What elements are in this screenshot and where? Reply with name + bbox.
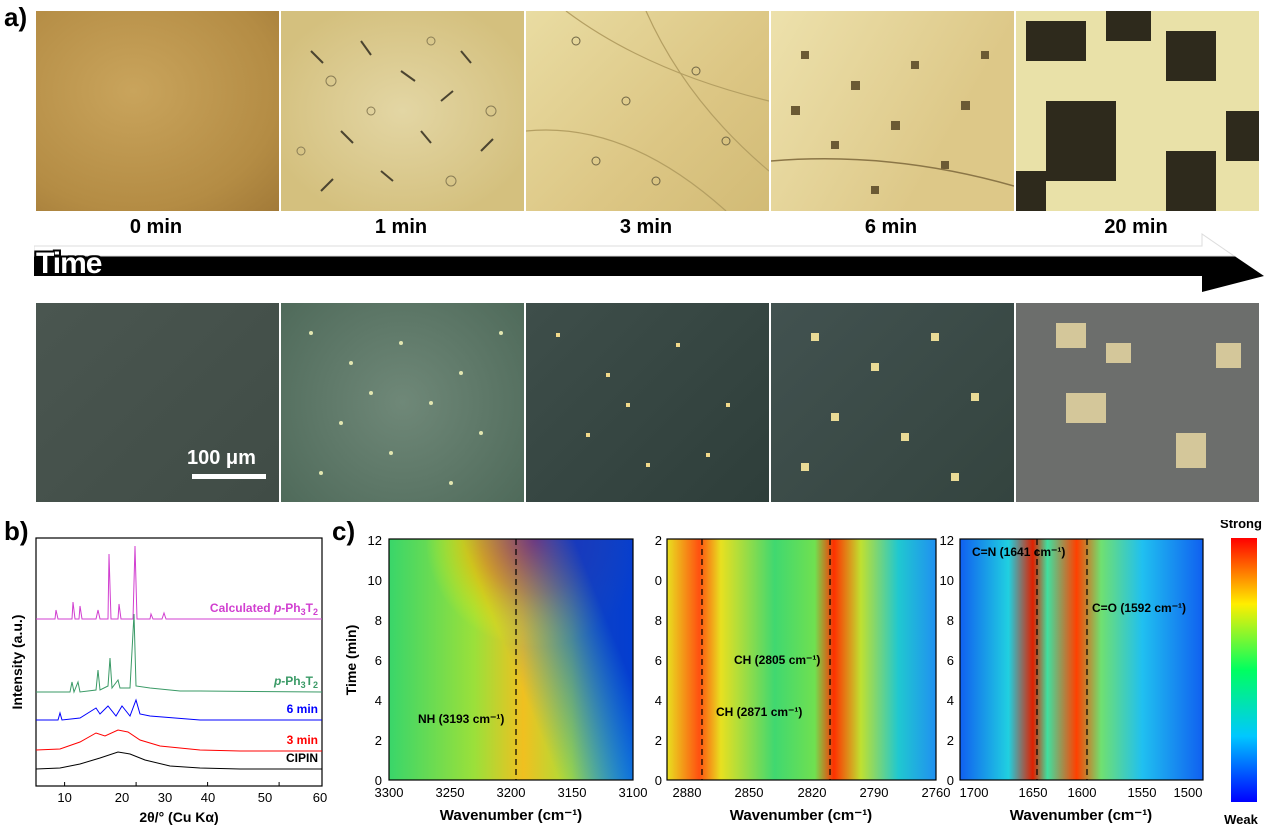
xrd-label-3min: 3 min (287, 733, 318, 747)
xrd-xtick-60: 60 (313, 790, 327, 805)
micrograph-0min-polarized (36, 303, 279, 502)
panel-c-letter: c) (332, 516, 356, 546)
ir1-ytick-4: 4 (375, 693, 382, 708)
time-arrow (34, 233, 1264, 292)
ir3-xtick-2: 1600 (1068, 785, 1097, 800)
xrd-trace-cipin (35, 751, 322, 770)
ir2-xtick-0: 2880 (673, 785, 702, 800)
ir2-ytick-4: 4 (655, 693, 662, 708)
ir2-ytick-2: 2 (655, 733, 662, 748)
xrd-trace-p-ph3t2 (36, 613, 323, 694)
ir2-ytick-8: 8 (655, 613, 662, 628)
ir-subplot-cn-co: C=N (1641 cm⁻¹) C=O (1592 cm⁻¹) 0 2 4 6 … (940, 533, 1204, 824)
xrd-label-p-ph3t2: p-Ph3T2 (273, 674, 318, 690)
ir-contour-plots: NH (3193 cm⁻¹) 0 2 4 6 8 10 12 3300 3250… (343, 520, 1262, 827)
xrd-plot-frame (35, 537, 323, 787)
ir2-ytick-6: 6 (655, 653, 662, 668)
ir-annotation-nh: NH (3193 cm⁻¹) (418, 712, 504, 726)
ir1-ytick-0: 0 (375, 773, 382, 788)
xrd-trace-3min (35, 729, 322, 752)
time-label-1min: 1 min (374, 216, 428, 238)
ir1-xtick-1: 3250 (436, 785, 465, 800)
micrograph-3min-polarized (526, 303, 769, 502)
ir3-ytick-8: 8 (947, 613, 954, 628)
ir-subplot-nh: NH (3193 cm⁻¹) 0 2 4 6 8 10 12 3300 3250… (343, 533, 647, 824)
ir3-ytick-2: 2 (947, 733, 954, 748)
time-label-0min: 0 min (129, 216, 183, 238)
micrograph-20min-brightfield (1016, 11, 1259, 211)
ir3-ytick-10: 10 (940, 573, 954, 588)
panel-b-letter: b) (4, 516, 29, 546)
ir3-ytick-4: 4 (947, 693, 954, 708)
ir1-ytick-6: 6 (375, 653, 382, 668)
ir3-xtick-4: 1500 (1174, 785, 1203, 800)
ir2-ytick-12: 2 (655, 533, 662, 548)
time-arrow-label: Time (36, 247, 102, 280)
ir3-ytick-0: 0 (947, 773, 954, 788)
xrd-xtick-50: 50 (258, 790, 272, 805)
xrd-ylabel: Intensity (a.u.) (9, 615, 25, 710)
ir1-xlabel: Wavenumber (cm⁻¹) (440, 807, 582, 824)
scale-bar (192, 474, 266, 479)
ir3-xtick-1: 1650 (1019, 785, 1048, 800)
ir3-ytick-12: 12 (940, 533, 954, 548)
ir-annotation-co: C=O (1592 cm⁻¹) (1092, 601, 1186, 615)
ir-annotation-ch-2871: CH (2871 cm⁻¹) (716, 705, 802, 719)
micrograph-1min-polarized (281, 303, 524, 502)
ir1-ytick-10: 10 (368, 573, 382, 588)
ir3-xtick-3: 1550 (1128, 785, 1157, 800)
micrograph-3min-brightfield (526, 11, 769, 211)
ir2-xtick-2: 2820 (798, 785, 827, 800)
xrd-x-ticks (64, 782, 280, 786)
xrd-xlabel: 2θ/° (Cu Kα) (139, 809, 218, 825)
ir2-ytick-10: 0 (655, 573, 662, 588)
ir1-ytick-12: 12 (368, 533, 382, 548)
colorbar: Strong Weak (1220, 520, 1262, 827)
xrd-label-6min: 6 min (287, 702, 318, 716)
xrd-xtick-20: 20 (115, 790, 129, 805)
ir2-xtick-3: 2790 (860, 785, 889, 800)
ir2-xtick-1: 2850 (735, 785, 764, 800)
micrograph-6min-polarized (771, 303, 1014, 502)
ir-subplot-ch: CH (2805 cm⁻¹) CH (2871 cm⁻¹) 2880 2850 … (655, 533, 951, 824)
micrograph-6min-brightfield (771, 11, 1014, 211)
ir-ylabel: Time (min) (343, 625, 359, 696)
micrograph-1min-brightfield (281, 11, 524, 211)
xrd-plot: 10 20 30 40 50 60 2θ/° (Cu Kα) Intensity… (9, 537, 327, 825)
ir2-ytick-0: 0 (655, 773, 662, 788)
ir3-xtick-0: 1700 (960, 785, 989, 800)
ir1-ytick-2: 2 (375, 733, 382, 748)
colorbar-bottom-label: Weak (1224, 812, 1258, 827)
ir1-xtick-2: 3200 (497, 785, 526, 800)
xrd-xtick-10: 10 (57, 790, 71, 805)
ir1-xtick-4: 3100 (619, 785, 648, 800)
ir1-ytick-8: 8 (375, 613, 382, 628)
ir-annotation-cn: C=N (1641 cm⁻¹) (972, 545, 1065, 559)
time-label-6min: 6 min (864, 216, 918, 238)
xrd-xtick-30: 30 (158, 790, 172, 805)
xrd-label-calculated: Calculated p-Ph3T2 (210, 601, 318, 617)
ir1-xtick-3: 3150 (558, 785, 587, 800)
ir2-xlabel: Wavenumber (cm⁻¹) (730, 807, 872, 824)
ir-annotation-ch-2805: CH (2805 cm⁻¹) (734, 653, 820, 667)
xrd-trace-calculated (36, 545, 322, 620)
time-label-3min: 3 min (619, 216, 673, 238)
ir2-xtick-4: 2760 (922, 785, 951, 800)
micrograph-20min-polarized (1016, 303, 1259, 502)
time-label-20min: 20 min (1104, 216, 1168, 238)
ir1-xtick-0: 3300 (375, 785, 404, 800)
micrograph-0min-brightfield (36, 11, 279, 211)
xrd-xtick-40: 40 (201, 790, 215, 805)
panel-a-letter: a) (4, 2, 28, 32)
xrd-label-cipin: CIPIN (286, 751, 318, 765)
colorbar-top-label: Strong (1220, 520, 1262, 531)
xrd-trace-6min (36, 698, 322, 721)
ir3-xlabel: Wavenumber (cm⁻¹) (1010, 807, 1152, 824)
ir3-ytick-6: 6 (947, 653, 954, 668)
scale-bar-label: 100 μm (187, 447, 256, 469)
